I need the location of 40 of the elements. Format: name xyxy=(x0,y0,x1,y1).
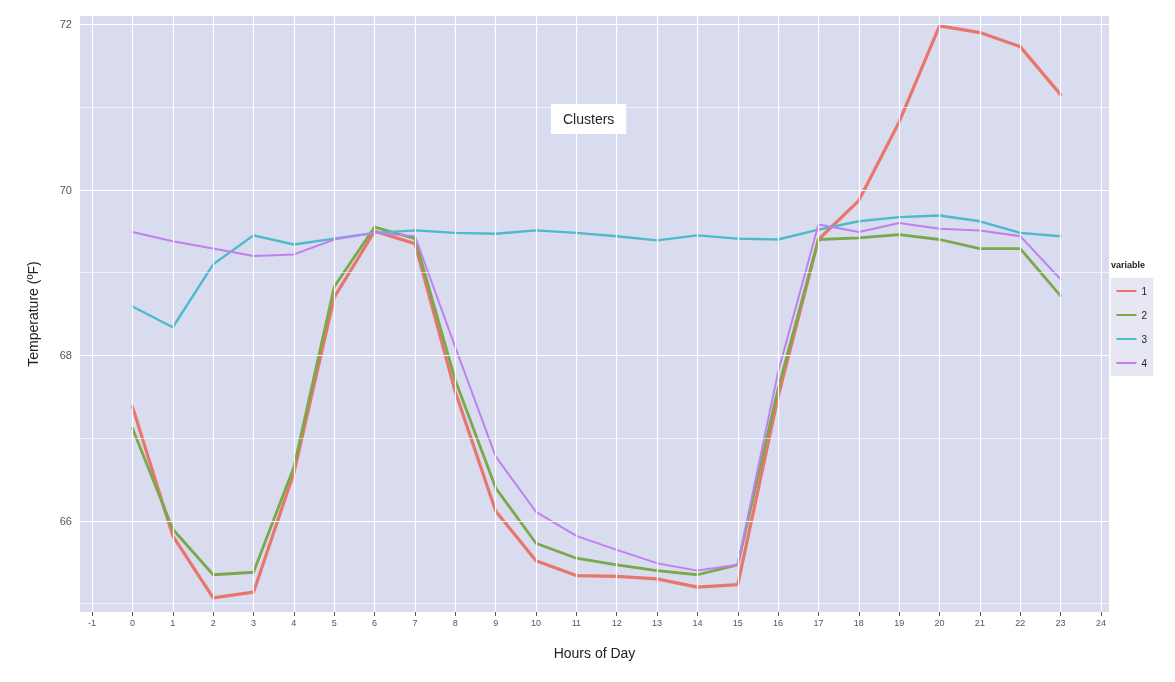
x-tick-label: 11 xyxy=(571,617,582,628)
y-tick-label: 72 xyxy=(59,18,72,31)
x-tick-label: 12 xyxy=(611,617,622,628)
x-tick-label: 20 xyxy=(934,617,945,628)
x-tick-label: 16 xyxy=(773,617,784,628)
x-tick-label: 8 xyxy=(452,617,458,628)
legend-label: 4 xyxy=(1141,357,1148,369)
x-tick-label: 5 xyxy=(331,617,337,628)
x-tick-label: 6 xyxy=(372,617,378,628)
x-tick-label: 23 xyxy=(1055,617,1066,628)
x-tick-label: 14 xyxy=(692,617,703,628)
x-tick-label: 15 xyxy=(732,617,743,628)
legend-label: 2 xyxy=(1141,309,1148,321)
text: Clusters xyxy=(563,111,615,127)
x-tick-label: 13 xyxy=(652,617,663,628)
x-tick-label: 19 xyxy=(894,617,905,628)
line-series xyxy=(131,214,1062,329)
y-tick-label: 66 xyxy=(59,514,72,527)
x-tick-label: 24 xyxy=(1095,617,1106,628)
y-tick-label: 68 xyxy=(59,349,72,362)
x-tick-label: 9 xyxy=(493,617,499,628)
line-series xyxy=(130,24,1063,600)
x-tick-label: -1 xyxy=(88,617,97,628)
x-tick-label: 17 xyxy=(813,617,824,628)
x-axis-title: Hours of Day xyxy=(553,645,636,661)
x-tick-label: 0 xyxy=(129,617,135,628)
x-tick-label: 4 xyxy=(291,617,297,628)
legend-title: variable xyxy=(1110,259,1146,270)
legend-label: 3 xyxy=(1141,333,1148,345)
x-tick-label: 10 xyxy=(530,617,541,628)
x-tick-label: 22 xyxy=(1015,617,1026,628)
y-tick-label: 70 xyxy=(59,183,72,196)
x-tick-label: 18 xyxy=(853,617,864,628)
x-tick-label: 3 xyxy=(251,617,257,628)
x-tick-label: 21 xyxy=(974,617,985,628)
legend-label: 1 xyxy=(1141,285,1148,297)
x-tick-label: 1 xyxy=(170,617,176,628)
x-tick-label: 2 xyxy=(210,617,216,628)
y-axis-title: Temperature (ºF) xyxy=(25,261,41,367)
x-tick-label: 7 xyxy=(412,617,418,628)
